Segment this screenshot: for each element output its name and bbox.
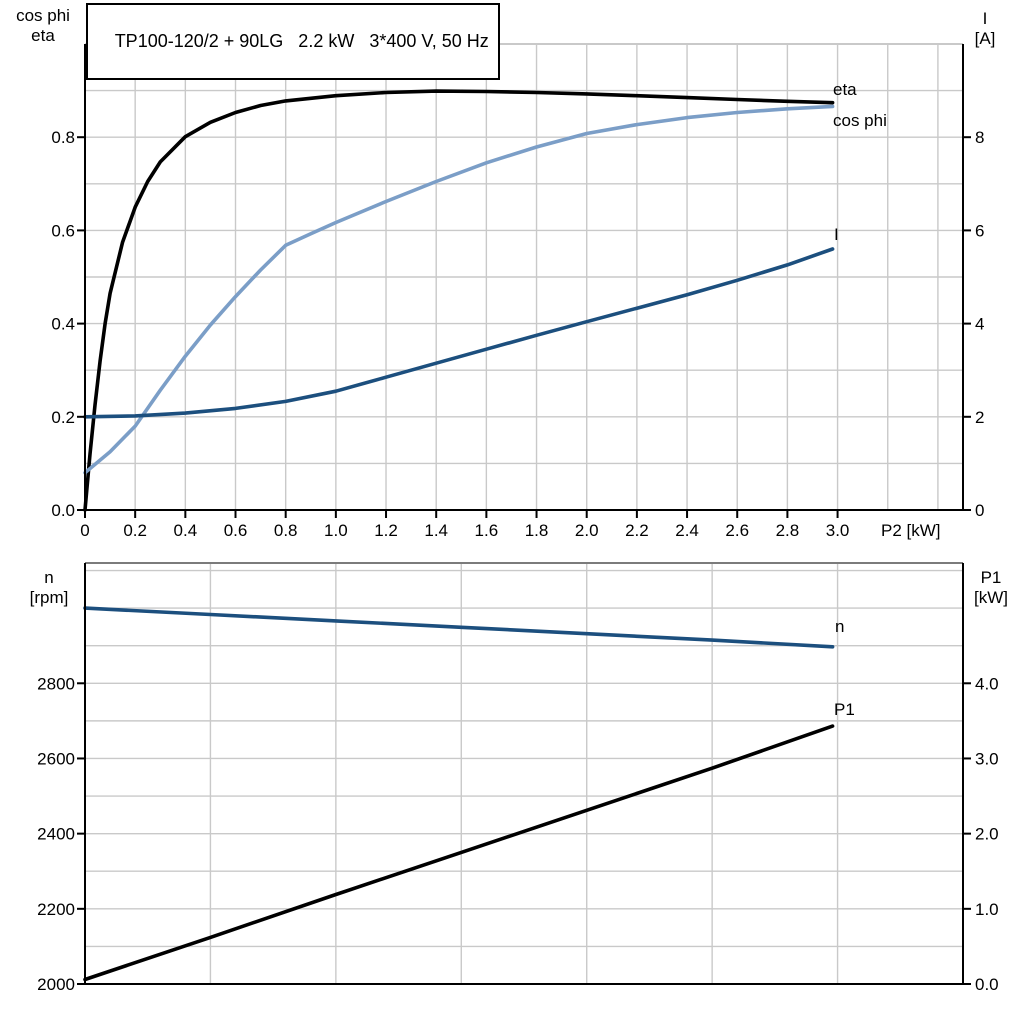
x-axis-tick-label: 2.4: [675, 521, 699, 540]
curve-I: [83, 247, 835, 419]
chart-title-box: TP100-120/2 + 90LG 2.2 kW 3*400 V, 50 Hz: [86, 3, 500, 80]
left-axis-tick-label: 2800: [37, 674, 75, 693]
right-axis-tick-label: 3.0: [975, 749, 999, 768]
left-axis-tick-label: 0.8: [51, 128, 75, 147]
right-axis-tick-label: 2: [975, 408, 984, 427]
x-axis-tick-label: 1.8: [525, 521, 549, 540]
left-axis-title: [rpm]: [30, 588, 69, 607]
right-axis-title: [A]: [975, 29, 996, 48]
x-axis-tick-label: 2.8: [776, 521, 800, 540]
curve-label-eta: eta: [833, 80, 857, 99]
right-axis-tick-label: 0.0: [975, 975, 999, 994]
right-axis-tick-label: 1.0: [975, 900, 999, 919]
curve-P1: [83, 724, 835, 982]
right-axis-title: I: [983, 9, 988, 28]
right-axis-tick-label: 8: [975, 128, 984, 147]
x-axis-tick-label: 2.0: [575, 521, 599, 540]
x-axis-tick-label: 2.2: [625, 521, 649, 540]
right-axis-title: [kW]: [974, 588, 1008, 607]
x-axis-tick-label: 3.0: [826, 521, 850, 540]
curve-label-cos-phi: cos phi: [833, 111, 887, 130]
curve-n: [83, 606, 835, 649]
right-axis-tick-label: 6: [975, 221, 984, 240]
x-axis-tick-label: 0: [80, 521, 89, 540]
left-axis-tick-label: 0.2: [51, 408, 75, 427]
x-axis-tick-label: 0.2: [123, 521, 147, 540]
left-axis-tick-label: 2600: [37, 749, 75, 768]
left-axis-tick-label: 0.6: [51, 221, 75, 240]
x-axis-tick-label: 2.6: [725, 521, 749, 540]
right-axis-title: P1: [981, 568, 1002, 587]
curve-cos-phi: [83, 104, 835, 475]
x-axis-tick-label: 0.4: [174, 521, 198, 540]
left-axis-title: n: [44, 568, 53, 587]
x-axis-tick-label: 1.0: [324, 521, 348, 540]
x-axis-tick-label: 0.8: [274, 521, 298, 540]
curve-label-P1: P1: [834, 700, 855, 719]
x-axis-title: P2 [kW]: [881, 521, 941, 540]
left-axis-tick-label: 0.0: [51, 501, 75, 520]
curve-label-n: n: [835, 617, 844, 636]
right-axis-tick-label: 0: [975, 501, 984, 520]
left-axis-tick-label: 2000: [37, 975, 75, 994]
x-axis-tick-label: 1.6: [475, 521, 499, 540]
right-axis-tick-label: 4.0: [975, 674, 999, 693]
right-axis-tick-label: 2.0: [975, 825, 999, 844]
chart-title: TP100-120/2 + 90LG 2.2 kW 3*400 V, 50 Hz: [114, 31, 489, 51]
x-axis-tick-label: 1.4: [424, 521, 448, 540]
right-axis-tick-label: 4: [975, 315, 984, 334]
x-axis-tick-label: 1.2: [374, 521, 398, 540]
curve-label-I: I: [834, 225, 839, 244]
left-axis-tick-label: 0.4: [51, 315, 75, 334]
left-axis-title: eta: [31, 26, 55, 45]
left-axis-tick-label: 2200: [37, 900, 75, 919]
left-axis-title: cos phi: [16, 6, 70, 25]
left-axis-tick-label: 2400: [37, 825, 75, 844]
curve-eta: [83, 89, 835, 512]
x-axis-tick-label: 0.6: [224, 521, 248, 540]
